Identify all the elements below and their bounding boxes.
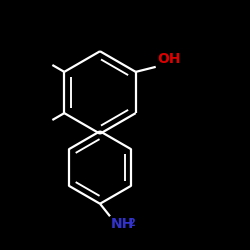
Text: OH: OH [157, 52, 180, 66]
Text: NH: NH [111, 218, 134, 232]
Text: 2: 2 [128, 218, 135, 228]
